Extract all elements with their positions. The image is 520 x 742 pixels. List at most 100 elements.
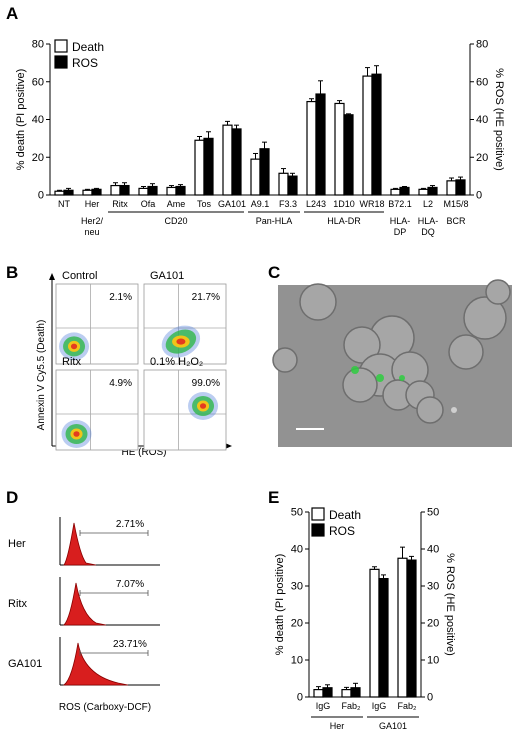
y-tick-label-left: 30: [291, 581, 303, 593]
group-label: DQ: [421, 227, 435, 237]
bar-death: [54, 190, 65, 196]
legend-swatch-ros: [311, 523, 325, 537]
flow-density-core: [70, 343, 78, 350]
bar-ros: [91, 188, 102, 196]
x-tick-label: IgG: [316, 701, 331, 711]
panel-b-xlabel: HE (ROS): [122, 447, 167, 458]
bar-death: [334, 102, 345, 196]
bar-death: [250, 158, 261, 196]
bar-ros: [350, 687, 361, 698]
y-tick-label-right: 40: [427, 544, 439, 556]
bar-death: [341, 688, 352, 698]
x-tick-label: IgG: [372, 701, 387, 711]
bar-death: [278, 172, 289, 196]
x-tick-label: B72.1: [388, 199, 412, 209]
y-tick-label-right: 30: [427, 581, 439, 593]
bar-death: [418, 188, 429, 196]
bar-death: [138, 187, 149, 196]
bar-ros: [147, 185, 158, 196]
group-label: HLA-: [390, 216, 411, 226]
histogram-value: 2.71%: [116, 519, 144, 530]
bar-ros: [315, 93, 326, 196]
bar-death: [110, 184, 121, 196]
x-tick-label: Her: [85, 199, 100, 209]
bar-ros: [259, 148, 270, 196]
flow-plot-title: GA101: [150, 270, 184, 282]
panel-d-letter: D: [6, 488, 18, 507]
bar-death: [397, 557, 408, 698]
flow-plot-title: 0.1% H₂O₂: [150, 356, 203, 368]
x-tick-label: Ame: [167, 199, 186, 209]
y-tick-label-left: 10: [291, 655, 303, 667]
histogram-value: 23.71%: [113, 639, 147, 650]
y-axis-label-left: % death (PI positive): [274, 554, 286, 656]
x-tick-label: Ofa: [141, 199, 156, 209]
panel-e-chart: 0 0 10 10 20 20 30 30 40 40 50 50 % death (PI positi…: [274, 507, 456, 732]
flow-density-core: [176, 338, 186, 345]
y-tick-label-right: 20: [427, 618, 439, 630]
y-tick-label-left: 80: [32, 39, 44, 51]
flow-plot-value: 21.7%: [192, 292, 220, 303]
bar-death: [369, 568, 380, 698]
y-axis-label-right: % ROS (HE positive): [493, 68, 505, 171]
bar-ros: [406, 559, 417, 698]
bar-ros: [231, 128, 242, 196]
histogram-sample-label: Her: [8, 538, 26, 550]
bar-death: [166, 186, 177, 196]
group-label: HLA-DR: [327, 216, 361, 226]
legend-swatch-death: [54, 39, 68, 53]
flow-plot-value: 99.0%: [192, 378, 220, 389]
x-tick-label: L2: [423, 199, 433, 209]
flow-plot-frame: [55, 283, 139, 365]
histogram-distribution: [63, 582, 107, 626]
group-label: Her: [330, 721, 345, 731]
y-tick-label-left: 60: [32, 76, 44, 88]
flow-plot-value: 4.9%: [109, 378, 132, 389]
x-tick-label: L243: [306, 199, 326, 209]
bar-ros: [203, 137, 214, 196]
x-tick-label: Tos: [197, 199, 212, 209]
flow-plot-value: 2.1%: [109, 292, 132, 303]
y-tick-label-left: 40: [32, 114, 44, 126]
y-tick-label-right: 80: [476, 39, 488, 51]
y-axis-label-left: % death (PI positive): [15, 69, 27, 171]
bar-ros: [63, 189, 74, 196]
flow-plot-frame: [143, 283, 227, 365]
bar-ros: [287, 175, 298, 196]
panel-a-letter: A: [6, 4, 18, 23]
x-tick-label: Fab₂: [341, 701, 361, 711]
y-tick-label-left: 0: [297, 692, 303, 704]
y-tick-label-left: 0: [38, 190, 44, 202]
flow-density-core: [199, 403, 207, 409]
group-label: BCR: [446, 216, 466, 226]
legend-label-death: Death: [329, 508, 361, 522]
panel-b-x-arrow: [225, 443, 232, 449]
bar-ros: [175, 185, 186, 196]
bar-ros: [378, 577, 389, 698]
legend-label-ros: ROS: [72, 56, 98, 70]
panel-d-xlabel: ROS (Carboxy-DCF): [59, 702, 151, 713]
y-tick-label-right: 60: [476, 76, 488, 88]
y-tick-label-right: 0: [476, 190, 482, 202]
x-tick-label: A9.1: [251, 199, 270, 209]
y-tick-label-right: 10: [427, 655, 439, 667]
histogram-sample-label: Ritx: [8, 598, 27, 610]
bar-death: [222, 124, 233, 196]
group-label: HLA-: [418, 216, 439, 226]
y-tick-label-right: 50: [427, 507, 439, 519]
panel-b-ylabel: Annexin V Cy5.5 (Death): [36, 320, 47, 431]
legend-swatch-death: [311, 507, 325, 521]
x-tick-label: GA101: [218, 199, 246, 209]
bar-death: [390, 188, 401, 196]
y-axis-label-right: % ROS (HE positive): [444, 553, 456, 656]
bar-death: [446, 180, 457, 196]
x-tick-label: M15/8: [443, 199, 468, 209]
legend-swatch-ros: [54, 55, 68, 69]
bar-death: [313, 688, 324, 698]
group-label: DP: [394, 227, 407, 237]
y-tick-label-left: 20: [291, 618, 303, 630]
group-label: Her2/: [81, 216, 104, 226]
y-tick-label-left: 40: [291, 544, 303, 556]
legend-label-death: Death: [72, 40, 104, 54]
